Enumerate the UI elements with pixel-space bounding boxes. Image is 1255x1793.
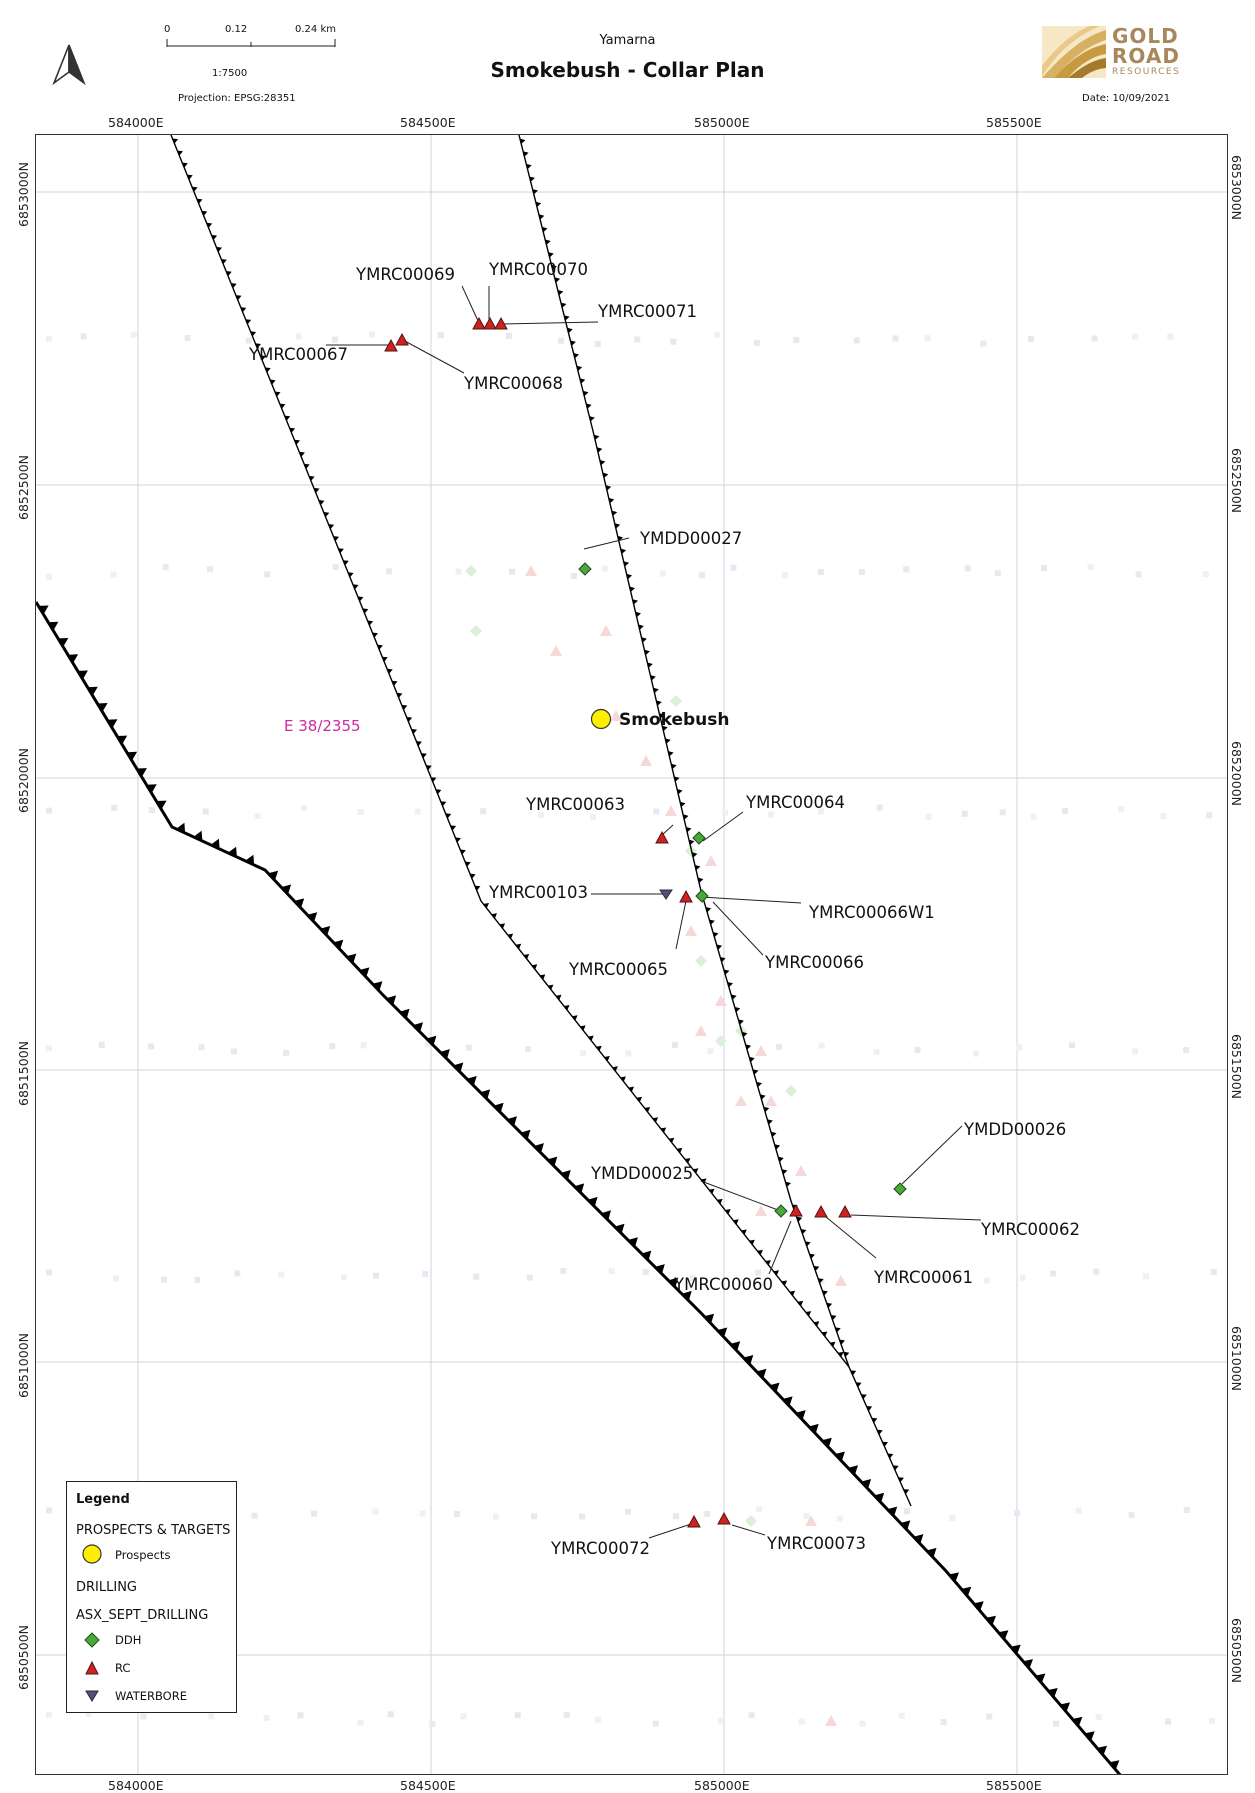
label-YMRC00071: YMRC00071 [597,302,697,321]
northing-right-6850500: 6850500N [1229,1618,1244,1684]
legend-item-rc: RC [115,1661,131,1675]
label-YMRC00070: YMRC00070 [488,260,588,279]
tenement-label: E 38/2355 [284,717,361,735]
easting-top-584000: 584000E [108,115,164,130]
label-YMRC00068: YMRC00068 [463,374,563,393]
scale-tick-2: 0.24 km [295,24,336,35]
label-YMRC00103: YMRC00103 [488,883,588,902]
label-YMRC00063: YMRC00063 [525,795,625,814]
fault-lines [36,135,1122,1774]
legend-item-ddh: DDH [115,1633,142,1647]
ddh-collars [578,562,907,1218]
collar-YMRC00073[interactable] [717,1511,731,1525]
scale-bar [166,39,336,47]
logo-text-gold: GOLD [1112,24,1179,48]
label-YMDD00027: YMDD00027 [639,529,742,548]
label-YMRC00069: YMRC00069 [355,265,455,284]
rc-collars [384,316,852,1528]
collar-YMRC00060[interactable] [789,1203,803,1217]
label-YMRC00064: YMRC00064 [745,793,845,812]
collar-YMRC00069[interactable] [472,316,486,330]
collar-YMRC00064[interactable] [692,831,706,845]
collar-YMRC00068[interactable] [395,332,409,346]
label-YMRC00061: YMRC00061 [873,1268,973,1287]
map-subtitle: Yamarna [599,33,656,48]
collar-YMDD00026[interactable] [893,1182,907,1196]
collar-YMRC00071[interactable] [494,316,508,330]
label-YMRC00060: YMRC00060 [673,1275,773,1294]
label-YMRC00065: YMRC00065 [568,960,668,979]
legend-item-prospects: Prospects [115,1548,171,1562]
collar-YMRC00061[interactable] [814,1204,828,1218]
map-title: Smokebush - Collar Plan [490,58,765,82]
label-YMRC00066: YMRC00066 [764,953,864,972]
collar-YMRC00103[interactable] [659,889,673,900]
legend-group-asx: ASX_SEPT_DRILLING [76,1608,209,1623]
label-YMRC00066W1: YMRC00066W1 [808,903,935,922]
date-label: Date: 10/09/2021 [1082,93,1171,104]
fault-line-major [36,601,1122,1774]
northing-left-6851500: 6851500N [16,1040,31,1106]
label-YMRC00067: YMRC00067 [248,345,348,364]
collar-YMRC00065-66[interactable] [679,889,693,903]
legend-item-waterbore: WATERBORE [115,1689,187,1703]
map-canvas: E 38/2355 [36,135,1227,1774]
northing-left-6852500: 6852500N [16,454,31,520]
collar-YMRC00062[interactable] [838,1204,852,1218]
scale-ratio: 1:7500 [212,68,248,79]
prospect-label: Smokebush [619,710,730,730]
hole-labels: YMRC00069 YMRC00070 YMRC00071 YMRC00067 … [248,260,1080,1558]
easting-top-584500: 584500E [400,115,456,130]
collar-YMRC00072[interactable] [687,1514,701,1528]
legend-group-prospects: PROSPECTS & TARGETS [76,1523,231,1538]
legend-ddh-icon [84,1632,100,1648]
fault-line-west [170,135,912,1507]
projection-label: Projection: EPSG:28351 [178,93,296,104]
northing-right-6853000: 6853000N [1229,155,1244,221]
logo-text-road: ROAD [1112,44,1180,68]
northing-left-6852000: 6852000N [16,747,31,813]
easting-top-585000: 585000E [694,115,750,130]
prospect-smokebush-marker[interactable] [590,708,612,730]
legend: Legend PROSPECTS & TARGETS Prospects DRI… [66,1481,237,1713]
logo-text-resources: RESOURCES [1112,67,1181,77]
easting-top-585500: 585500E [986,115,1042,130]
collar-YMRC00070[interactable] [483,316,497,330]
collar-YMRC00067[interactable] [384,338,398,352]
label-YMRC00073: YMRC00073 [766,1534,866,1553]
northing-left-6850500: 6850500N [16,1624,31,1690]
scale-tick-0: 0 [164,24,171,35]
collar-YMDD00027[interactable] [578,562,592,576]
northing-right-6851500: 6851500N [1229,1034,1244,1100]
map-frame: E 38/2355 [35,134,1228,1775]
label-YMRC00062: YMRC00062 [980,1220,1080,1239]
collar-YMDD00025[interactable] [774,1204,788,1218]
legend-group-drilling: DRILLING [76,1580,137,1595]
collar-YMRC00066W1[interactable] [695,889,709,903]
northing-left-6853000: 6853000N [16,161,31,227]
collar-YMRC00063[interactable] [655,830,669,844]
legend-prospect-icon [82,1544,102,1564]
gold-road-logo-icon [1042,26,1106,78]
scale-tick-1: 0.12 [225,24,248,35]
northing-right-6851000: 6851000N [1229,1326,1244,1392]
northing-right-6852500: 6852500N [1229,448,1244,514]
legend-rc-icon [85,1660,99,1675]
legend-waterbore-icon [85,1690,99,1702]
northing-left-6851000: 6851000N [16,1332,31,1398]
leader-lines [326,285,982,1539]
north-arrow-icon [52,44,86,86]
label-YMRC00072: YMRC00072 [550,1539,650,1558]
legend-title: Legend [76,1492,130,1507]
label-YMDD00025: YMDD00025 [590,1164,693,1183]
northing-right-6852000: 6852000N [1229,741,1244,807]
label-YMDD00026: YMDD00026 [963,1120,1066,1139]
